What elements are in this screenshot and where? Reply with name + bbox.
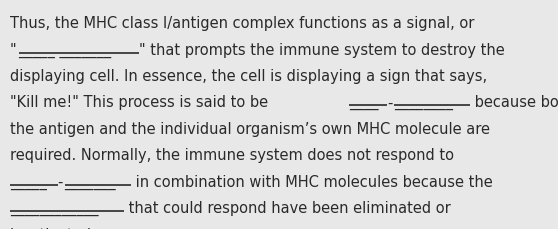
Text: _______: _______ bbox=[65, 174, 116, 189]
Text: that could respond have been eliminated or: that could respond have been eliminated … bbox=[124, 200, 451, 215]
Text: ": " bbox=[10, 42, 17, 57]
Text: displaying cell. In essence, the cell is displaying a sign that says,: displaying cell. In essence, the cell is… bbox=[10, 69, 487, 84]
Text: ____: ____ bbox=[349, 95, 378, 110]
Text: -: - bbox=[57, 174, 63, 189]
Text: in combination with MHC molecules because the: in combination with MHC molecules becaus… bbox=[131, 174, 493, 189]
Text: the antigen and the individual organism’s own MHC molecule are: the antigen and the individual organism’… bbox=[10, 121, 490, 136]
Text: _____: _____ bbox=[10, 174, 47, 189]
Text: "Kill me!" This process is said to be: "Kill me!" This process is said to be bbox=[10, 95, 273, 110]
Text: Thus, the MHC class I/antigen complex functions as a signal, or: Thus, the MHC class I/antigen complex fu… bbox=[10, 16, 474, 31]
Text: " that prompts the immune system to destroy the: " that prompts the immune system to dest… bbox=[139, 42, 504, 57]
Text: ________: ________ bbox=[394, 95, 453, 110]
Text: because both: because both bbox=[470, 95, 558, 110]
Text: _____ _______: _____ _______ bbox=[18, 42, 112, 57]
Text: ____________: ____________ bbox=[10, 200, 99, 215]
Text: inactivated: inactivated bbox=[10, 227, 92, 229]
Text: required. Normally, the immune system does not respond to: required. Normally, the immune system do… bbox=[10, 148, 454, 163]
Text: -: - bbox=[387, 95, 392, 110]
